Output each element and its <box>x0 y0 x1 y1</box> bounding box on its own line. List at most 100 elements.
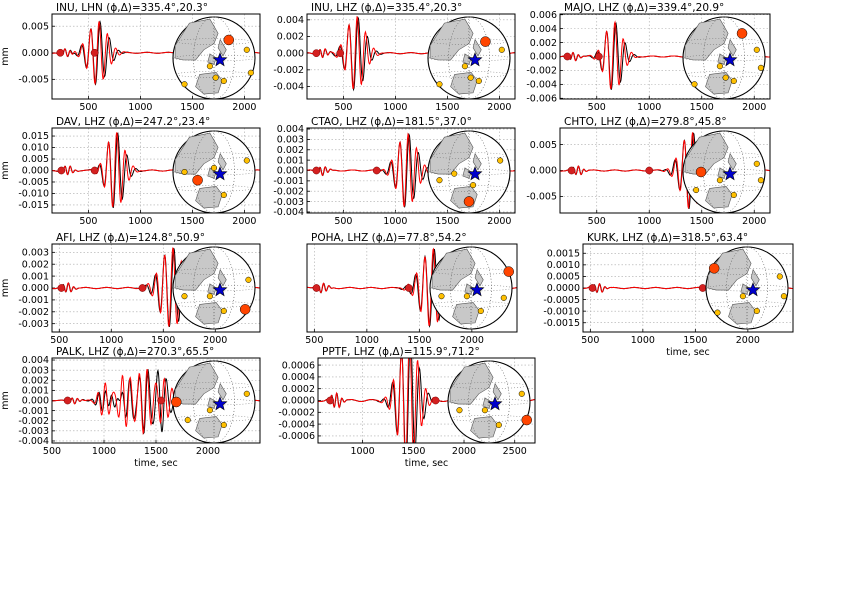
other-station-dot <box>757 177 764 184</box>
x-tick-label: 1000 <box>637 102 661 113</box>
land-mass <box>462 167 472 179</box>
parallel-line <box>431 71 507 78</box>
station-dot <box>708 263 720 274</box>
other-station-dot <box>518 390 525 397</box>
other-station-dot <box>722 74 729 81</box>
panel-title: CTAO, LHZ (ϕ,Δ)=181.5°,37.0° <box>311 116 472 128</box>
panel-title: KURK, LHZ (ϕ,Δ)=318.5°,63.4° <box>587 232 748 244</box>
land-mass <box>195 416 223 439</box>
phase-marker <box>405 284 413 292</box>
parallel-line <box>447 398 531 406</box>
phase-marker <box>645 166 654 175</box>
x-tick-label: 500 <box>588 216 606 227</box>
other-station-dot <box>776 273 783 280</box>
phase-marker <box>336 49 345 58</box>
x-tick-label: 500 <box>334 216 352 227</box>
seismogram-panel-3: 500 1000 1500 2000 0.006 0.004 0.002 0.000 -0.00… <box>526 2 771 113</box>
station-globe-inset <box>427 16 511 100</box>
y-tick-label: 0.001 <box>277 155 304 166</box>
plot-frame <box>51 13 261 100</box>
y-tick-label: 0.0000 <box>547 283 580 294</box>
seismogram-panel-7: 500 1000 1500 20000.0030.0020.0010.000-0.00… <box>0 232 261 346</box>
seismogram-panel-4: 500 1000 1500 2000 0.0150.0100.0050.000-0.00… <box>0 116 261 227</box>
meridian-line <box>193 130 235 214</box>
other-station-dot <box>753 307 760 315</box>
land-mass <box>217 38 227 57</box>
x-tick-label: 1500 <box>435 216 459 227</box>
y-tick-label: -0.001 <box>18 406 49 417</box>
x-tick-label: 1500 <box>435 102 459 113</box>
land-mass <box>174 132 219 175</box>
y-tick-label: -0.005 <box>18 177 49 188</box>
x-tick-label: 2000 <box>487 216 511 227</box>
y-tick-label: 0.0004 <box>282 372 315 383</box>
y-tick-label: 0.015 <box>22 131 49 142</box>
y-tick-label: -0.002 <box>18 416 49 427</box>
x-tick-label: 2000 <box>742 102 766 113</box>
x-tick-label: 500 <box>50 335 68 346</box>
phase-marker <box>90 48 99 57</box>
y-tick-label: -0.004 <box>18 436 49 447</box>
other-station-dot <box>184 416 191 424</box>
y-tick-label: 0.002 <box>22 259 49 270</box>
land-mass <box>207 397 217 409</box>
phase-marker <box>157 396 166 405</box>
parallel-line <box>176 38 252 45</box>
land-mass <box>750 268 760 287</box>
x-tick-label: 1500 <box>690 102 714 113</box>
epicenter-star-icon <box>467 52 483 67</box>
x-axis-label: time, sec <box>666 347 710 358</box>
y-tick-label: -0.002 <box>273 186 304 197</box>
y-tick-label: 0.000 <box>277 166 304 177</box>
y-tick-label: 0.005 <box>22 21 49 32</box>
x-axis-label: time, sec <box>134 458 178 469</box>
parallel-line <box>431 38 507 45</box>
parallel-line <box>427 168 511 176</box>
x-tick-label: 2000 <box>196 446 220 457</box>
other-station-dot <box>436 81 443 88</box>
x-tick-label: 2000 <box>460 335 484 346</box>
y-tick-label: 0.003 <box>22 365 49 376</box>
x-tick-label: 1500 <box>180 216 204 227</box>
station-globe-inset <box>447 360 532 444</box>
parallel-line <box>429 284 513 292</box>
plot-frame <box>51 127 261 214</box>
land-mass <box>728 302 756 325</box>
other-station-dot <box>463 293 470 300</box>
x-tick-label: 2000 <box>742 216 766 227</box>
station-globe-inset <box>427 130 511 214</box>
plot-frame <box>306 13 516 100</box>
parallel-line <box>682 168 766 176</box>
epicenter-star-icon <box>212 166 228 181</box>
parallel-line <box>172 398 256 406</box>
plot-frame <box>306 243 518 333</box>
station-globe-inset <box>705 246 789 330</box>
y-tick-label: 0.0006 <box>282 360 315 371</box>
meridian-line <box>448 130 490 214</box>
land-mass <box>462 53 472 65</box>
y-tick-label: 0.005 <box>530 140 557 151</box>
land-mass <box>727 152 737 171</box>
plot-frame <box>582 243 794 333</box>
y-tick-label: 0.0000 <box>282 396 315 407</box>
land-mass <box>472 38 482 57</box>
y-tick-label: -0.002 <box>273 65 304 76</box>
x-tick-label: 500 <box>79 216 97 227</box>
land-mass <box>717 53 727 65</box>
x-tick-label: 1000 <box>383 216 407 227</box>
station-globe-inset <box>429 246 514 330</box>
panel-title: INU, LHZ (ϕ,Δ)=335.4°,20.3° <box>311 2 462 14</box>
x-tick-label: 1500 <box>401 446 425 457</box>
other-station-dot <box>206 63 213 70</box>
station-globe-inset <box>682 130 766 214</box>
land-mass <box>174 18 219 61</box>
x-tick-label: 2500 <box>503 446 527 457</box>
station-dot <box>695 166 707 178</box>
parallel-line <box>427 54 511 62</box>
y-axis-label: mm <box>0 161 11 180</box>
y-tick-label: 0.004 <box>277 15 304 26</box>
station-dot <box>463 196 475 207</box>
y-tick-label: 0.002 <box>530 38 557 49</box>
y-tick-label: -0.004 <box>526 80 557 91</box>
x-tick-label: 1500 <box>144 446 168 457</box>
